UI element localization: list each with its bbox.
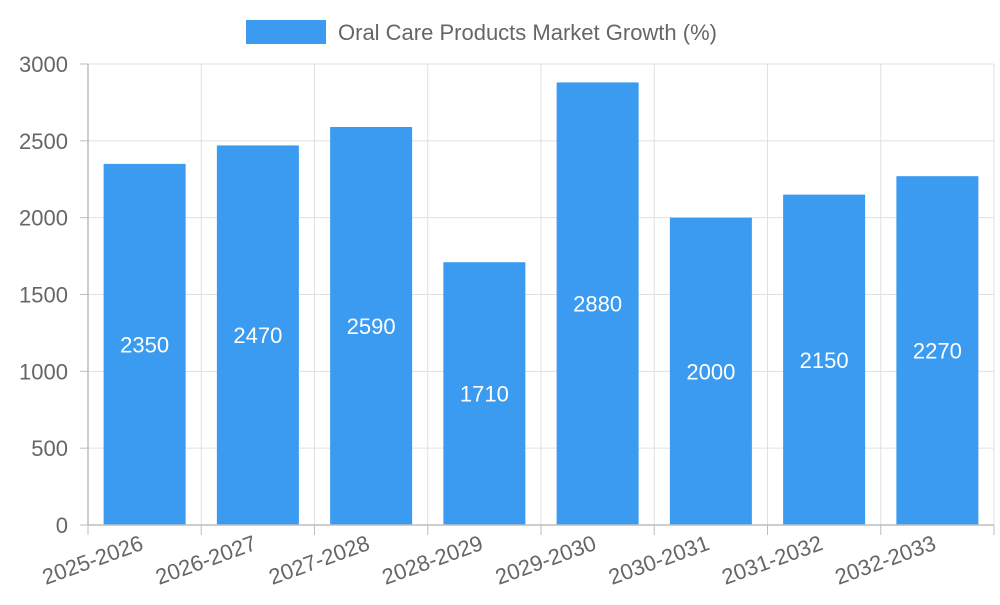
bar[interactable] bbox=[103, 163, 186, 525]
bars-layer: 2350 2470 2590 1710 2880 2000 2150 2270 bbox=[103, 82, 979, 526]
bar-value-label: 2470 bbox=[233, 323, 282, 348]
x-tick-label: 2025-2026 bbox=[39, 530, 146, 589]
bar[interactable] bbox=[783, 194, 866, 525]
bar-value-label: 2880 bbox=[573, 292, 622, 317]
y-tick-label: 0 bbox=[56, 513, 68, 538]
bar-value-label: 2150 bbox=[800, 348, 849, 373]
bar[interactable] bbox=[556, 82, 639, 525]
bar-value-label: 1710 bbox=[460, 382, 509, 407]
legend-swatch[interactable] bbox=[246, 20, 326, 44]
bar[interactable] bbox=[216, 145, 299, 525]
bar[interactable] bbox=[443, 262, 526, 525]
bar[interactable] bbox=[896, 176, 979, 525]
bar[interactable] bbox=[669, 217, 752, 525]
x-tick-label: 2028-2029 bbox=[379, 530, 486, 589]
bar-value-label: 2590 bbox=[347, 314, 396, 339]
y-tick-label: 3000 bbox=[19, 52, 68, 77]
x-tick-label: 2030-2031 bbox=[605, 530, 712, 589]
x-tick-label: 2029-2030 bbox=[492, 530, 599, 589]
bar-value-label: 2350 bbox=[120, 332, 169, 357]
bar-value-label: 2000 bbox=[686, 359, 735, 384]
y-tick-label: 500 bbox=[31, 436, 68, 461]
y-tick-label: 1000 bbox=[19, 359, 68, 384]
legend-label[interactable]: Oral Care Products Market Growth (%) bbox=[338, 20, 717, 45]
x-tick-label: 2031-2032 bbox=[718, 530, 825, 589]
bar[interactable] bbox=[330, 127, 413, 526]
x-tick-label: 2027-2028 bbox=[265, 530, 372, 589]
bar-value-label: 2270 bbox=[913, 339, 962, 364]
y-tick-label: 2500 bbox=[19, 129, 68, 154]
legend[interactable]: Oral Care Products Market Growth (%) bbox=[246, 20, 717, 45]
x-tick-label: 2026-2027 bbox=[152, 530, 259, 589]
y-tick-label: 2000 bbox=[19, 206, 68, 231]
x-tick-label: 2032-2033 bbox=[832, 530, 939, 589]
y-tick-label: 1500 bbox=[19, 283, 68, 308]
